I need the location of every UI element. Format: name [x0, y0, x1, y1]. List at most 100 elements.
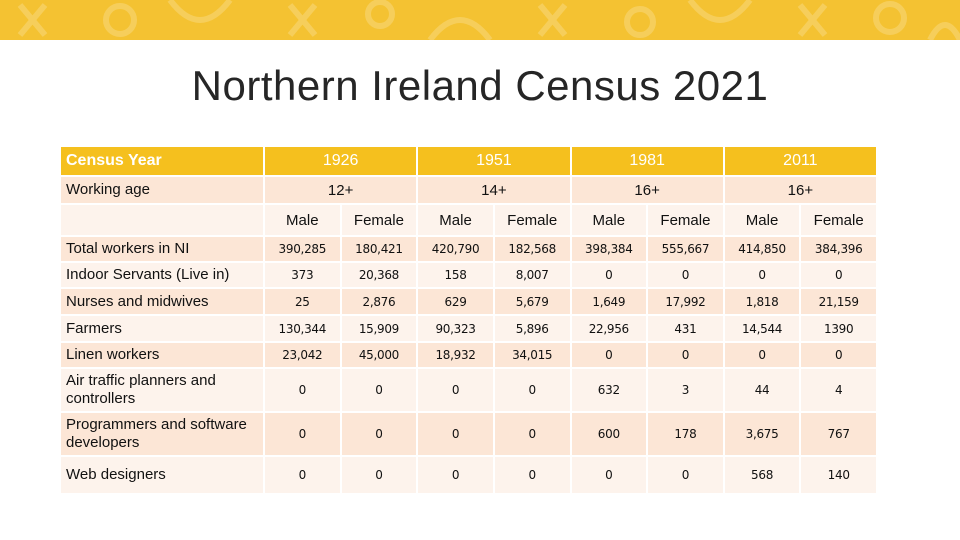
table-cell: 178 [648, 413, 723, 455]
table-cell: 3,675 [724, 413, 800, 455]
table-cell: 23,042 [265, 343, 340, 367]
table-cell: 180,421 [341, 237, 417, 261]
year-1926: 1926 [265, 147, 417, 175]
table-cell: 384,396 [801, 237, 876, 261]
table-cell: 0 [341, 369, 417, 411]
table-cell: 0 [265, 457, 340, 493]
table-row: Total workers in NI 390,285 180,421 420,790… [61, 237, 876, 261]
table-cell: 0 [494, 413, 570, 455]
table-cell: 0 [494, 369, 570, 411]
sex-header: Female [648, 205, 723, 235]
row-label: Linen workers [61, 343, 263, 367]
year-1981: 1981 [571, 147, 723, 175]
page-title: Northern Ireland Census 2021 [191, 62, 769, 109]
sex-header: Male [265, 205, 340, 235]
sex-header: Female [341, 205, 417, 235]
table-cell: 0 [265, 413, 340, 455]
table-cell: 44 [724, 369, 800, 411]
table-cell: 4 [801, 369, 876, 411]
table-cell: 0 [341, 413, 417, 455]
table-cell: 18,932 [418, 343, 493, 367]
row-label: Indoor Servants (Live in) [61, 263, 263, 287]
table-cell: 767 [801, 413, 876, 455]
table-row: Farmers 130,344 15,909 90,323 5,896 22,956 431… [61, 316, 876, 341]
table-cell: 0 [571, 263, 647, 287]
table-cell: 15,909 [341, 316, 417, 341]
table-row: Air traffic planners and controllers 0 0 0 0… [61, 369, 876, 411]
table-cell: 555,667 [648, 237, 723, 261]
row-label: Air traffic planners and controllers [61, 369, 263, 411]
row-label: Programmers and software developers [61, 413, 263, 455]
census-table: Census Year 1926 1951 1981 2011 Working … [59, 145, 878, 495]
table-cell: 3 [648, 369, 723, 411]
table-row: Indoor Servants (Live in) 373 20,368 158 8,0… [61, 263, 876, 287]
table-cell: 420,790 [418, 237, 493, 261]
table-cell: 182,568 [494, 237, 570, 261]
table-cell: 5,679 [494, 289, 570, 314]
table-cell: 398,384 [571, 237, 647, 261]
table-cell: 390,285 [265, 237, 340, 261]
working-age-1951: 14+ [418, 177, 570, 203]
working-age-label: Working age [61, 177, 263, 203]
table-cell: 0 [418, 457, 493, 493]
table-cell: 0 [265, 369, 340, 411]
census-year-label: Census Year [61, 147, 263, 175]
table-row: Programmers and software developers 0 0 0 0 6… [61, 413, 876, 455]
table-cell: 0 [418, 369, 493, 411]
table-cell: 600 [571, 413, 647, 455]
table-cell: 1,818 [724, 289, 800, 314]
working-age-1926: 12+ [265, 177, 417, 203]
table-cell: 25 [265, 289, 340, 314]
table-cell: 0 [724, 263, 800, 287]
decorative-header-band [0, 0, 960, 40]
year-2011: 2011 [724, 147, 876, 175]
table-cell: 14,544 [724, 316, 800, 341]
table-cell: 0 [341, 457, 417, 493]
table-cell: 20,368 [341, 263, 417, 287]
row-label: Total workers in NI [61, 237, 263, 261]
table-cell: 0 [571, 343, 647, 367]
sex-header: Male [724, 205, 800, 235]
sex-header: Female [494, 205, 570, 235]
table-cell: 34,015 [494, 343, 570, 367]
table-cell: 632 [571, 369, 647, 411]
table-cell: 0 [648, 457, 723, 493]
sex-header: Male [418, 205, 493, 235]
row-label: Nurses and midwives [61, 289, 263, 314]
table-cell: 1,649 [571, 289, 647, 314]
table-cell: 1390 [801, 316, 876, 341]
table-cell: 629 [418, 289, 493, 314]
table-cell: 0 [648, 263, 723, 287]
table-cell: 0 [494, 457, 570, 493]
working-age-row: Working age 12+ 14+ 16+ 16+ [61, 177, 876, 203]
table-cell: 158 [418, 263, 493, 287]
table-cell: 0 [648, 343, 723, 367]
working-age-2011: 16+ [724, 177, 876, 203]
row-label: Farmers [61, 316, 263, 341]
table-cell: 5,896 [494, 316, 570, 341]
table-cell: 90,323 [418, 316, 493, 341]
table-cell: 130,344 [265, 316, 340, 341]
table-cell: 17,992 [648, 289, 723, 314]
table-cell: 0 [801, 343, 876, 367]
year-header-row: Census Year 1926 1951 1981 2011 [61, 147, 876, 175]
table-row: Linen workers 23,042 45,000 18,932 34,015 0 0 0… [61, 343, 876, 367]
table-cell: 21,159 [801, 289, 876, 314]
table-cell: 0 [724, 343, 800, 367]
table-cell: 414,850 [724, 237, 800, 261]
table-cell: 22,956 [571, 316, 647, 341]
working-age-1981: 16+ [571, 177, 723, 203]
table-cell: 140 [801, 457, 876, 493]
table-cell: 568 [724, 457, 800, 493]
table-cell: 0 [418, 413, 493, 455]
sex-header: Female [801, 205, 876, 235]
pattern-motif-icon [17, 0, 960, 40]
sex-header: Male [571, 205, 647, 235]
table-cell: 8,007 [494, 263, 570, 287]
table-row: Nurses and midwives 25 2,876 629 5,679 1,649 1… [61, 289, 876, 314]
table-cell: 0 [801, 263, 876, 287]
table-cell: 373 [265, 263, 340, 287]
table-cell: 2,876 [341, 289, 417, 314]
table-cell: 45,000 [341, 343, 417, 367]
table-cell: 431 [648, 316, 723, 341]
